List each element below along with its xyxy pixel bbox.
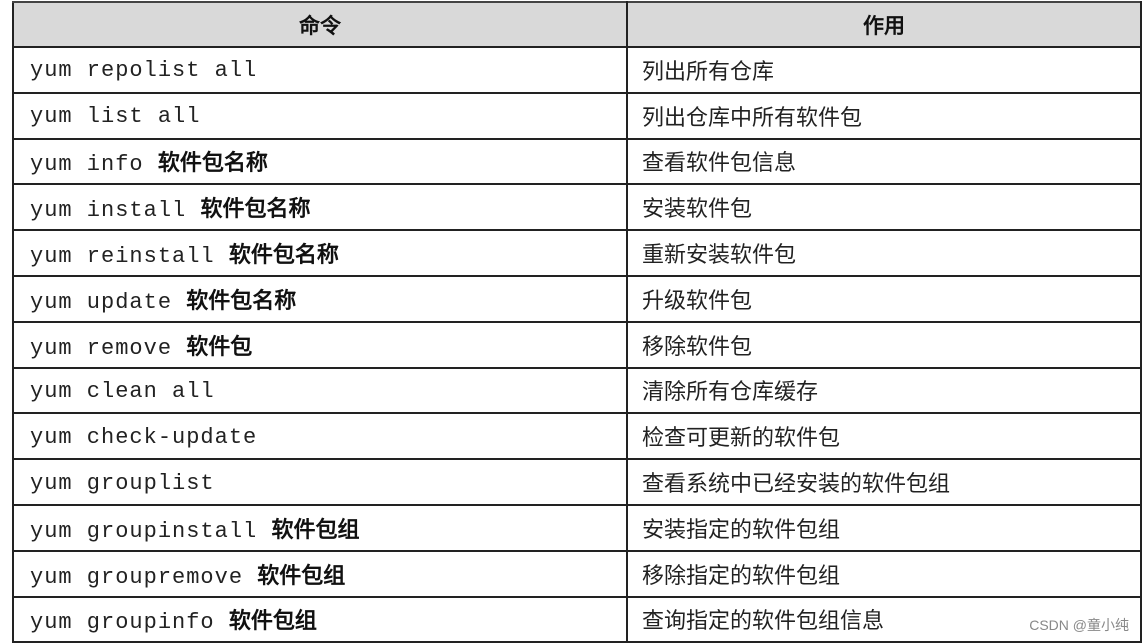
purpose-cell: 安装指定的软件包组 (626, 503, 1142, 552)
purpose-cell: 查询指定的软件包组信息 (626, 595, 1142, 644)
command-argument: 软件包名称 (157, 151, 268, 177)
command-cell: yum list all (12, 91, 628, 140)
yum-commands-table: 命令 作用 yum repolist all 列出所有仓库 yum list all… (12, 1, 1142, 644)
table-row: yum install 软件包名称 安装软件包 (12, 183, 1142, 232)
command-cell: yum check-update (12, 412, 628, 461)
watermark: CSDN @童小纯 (1029, 617, 1129, 633)
purpose-cell: 移除指定的软件包组 (626, 549, 1142, 598)
command-text: yum list all (30, 104, 201, 130)
command-cell: yum groupinfo 软件包组 (12, 595, 628, 644)
command-argument: 软件包名称 (228, 243, 339, 269)
command-cell: yum groupremove 软件包组 (12, 549, 628, 598)
purpose-cell: 列出仓库中所有软件包 (626, 91, 1142, 140)
command-cell: yum reinstall 软件包名称 (12, 229, 628, 277)
table-row: yum list all 列出仓库中所有软件包 (12, 91, 1142, 140)
command-cell: yum install 软件包名称 (12, 183, 628, 232)
purpose-cell: 移除软件包 (626, 320, 1142, 369)
command-text: yum remove (30, 335, 187, 361)
command-text: yum clean all (30, 378, 215, 404)
table-row: yum reinstall 软件包名称 重新安装软件包 (12, 229, 1142, 277)
command-cell: yum clean all (12, 366, 628, 415)
command-text: yum repolist all (30, 58, 258, 84)
command-text: yum update (30, 289, 187, 315)
command-argument: 软件包组 (228, 609, 317, 635)
command-cell: yum info 软件包名称 (12, 137, 628, 186)
purpose-cell: 查看软件包信息 (626, 137, 1142, 186)
command-cell: yum remove 软件包 (12, 320, 628, 369)
purpose-cell: 列出所有仓库 (626, 46, 1142, 94)
command-argument: 软件包组 (257, 563, 346, 589)
table-row: yum check-update 检查可更新的软件包 (12, 412, 1142, 461)
purpose-cell: 查看系统中已经安装的软件包组 (626, 458, 1142, 506)
purpose-cell: 清除所有仓库缓存 (626, 366, 1142, 415)
command-text: yum grouplist (30, 470, 215, 496)
purpose-cell: 检查可更新的软件包 (626, 412, 1142, 461)
command-text: yum check-update (30, 424, 258, 450)
command-text: yum reinstall (30, 244, 229, 270)
command-text: yum groupinfo (30, 610, 229, 636)
command-cell: yum update 软件包名称 (12, 274, 628, 323)
table-row: yum update 软件包名称 升级软件包 (12, 274, 1142, 323)
command-cell: yum grouplist (12, 458, 628, 506)
command-text: yum install (30, 198, 201, 224)
command-text: yum groupinstall (30, 518, 272, 544)
table-row: yum groupinstall 软件包组 安装指定的软件包组 (12, 503, 1142, 552)
command-cell: yum repolist all (12, 46, 628, 94)
header-row: 命令 作用 (12, 1, 1142, 48)
table-row: yum remove 软件包 移除软件包 (12, 320, 1142, 369)
table-row: yum repolist all 列出所有仓库 (12, 46, 1142, 94)
header-command: 命令 (12, 1, 628, 48)
purpose-cell: 升级软件包 (626, 274, 1142, 323)
command-text: yum info (30, 152, 158, 178)
table-row: yum groupinfo 软件包组 查询指定的软件包组信息 (12, 595, 1142, 644)
command-argument: 软件包组 (271, 517, 360, 543)
purpose-cell: 重新安装软件包 (626, 229, 1142, 277)
table-row: yum clean all 清除所有仓库缓存 (12, 366, 1142, 415)
table-row: yum groupremove 软件包组 移除指定的软件包组 (12, 549, 1142, 598)
header-purpose: 作用 (626, 1, 1142, 48)
command-argument: 软件包名称 (186, 288, 297, 314)
command-text: yum groupremove (30, 564, 258, 590)
purpose-cell: 安装软件包 (626, 183, 1142, 232)
table-row: yum info 软件包名称 查看软件包信息 (12, 137, 1142, 186)
command-cell: yum groupinstall 软件包组 (12, 503, 628, 552)
command-argument: 软件包名称 (200, 197, 311, 223)
command-argument: 软件包 (186, 334, 253, 360)
table-row: yum grouplist 查看系统中已经安装的软件包组 (12, 458, 1142, 506)
